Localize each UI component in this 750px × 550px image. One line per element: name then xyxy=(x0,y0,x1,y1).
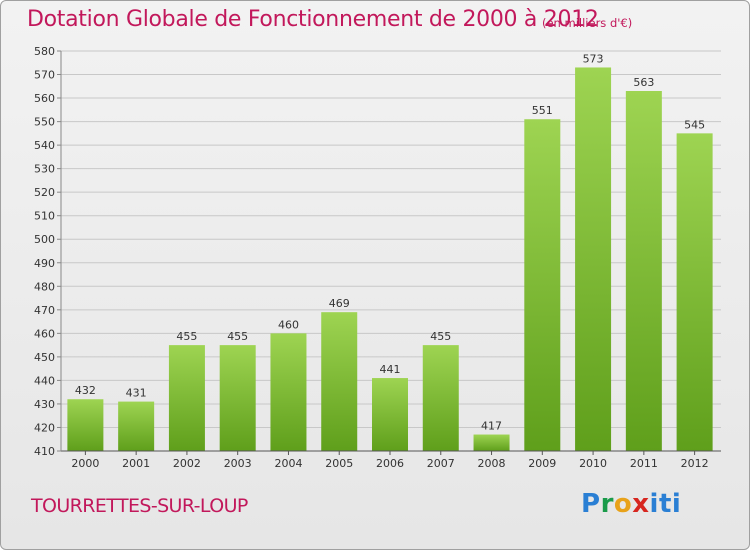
y-tick-label: 500 xyxy=(34,233,55,246)
bar xyxy=(270,333,307,451)
y-tick-label: 550 xyxy=(34,116,55,129)
x-tick-label: 2006 xyxy=(376,457,404,470)
logo-letter: P xyxy=(581,489,601,519)
y-tick-label: 530 xyxy=(34,163,55,176)
bar-value-label: 469 xyxy=(329,297,350,310)
proxiti-logo: Proxiti xyxy=(581,489,681,519)
y-tick-label: 540 xyxy=(34,139,55,152)
bar xyxy=(67,399,104,451)
x-tick-label: 2003 xyxy=(224,457,252,470)
x-tick-label: 2000 xyxy=(71,457,99,470)
bar xyxy=(321,312,358,451)
logo-letter: r xyxy=(600,489,614,519)
y-tick-label: 490 xyxy=(34,257,55,270)
bar-value-label: 432 xyxy=(75,384,96,397)
bar-value-label: 573 xyxy=(583,52,604,65)
bar-value-label: 455 xyxy=(176,330,197,343)
y-tick-label: 560 xyxy=(34,92,55,105)
bar xyxy=(625,91,662,451)
bar-value-label: 417 xyxy=(481,420,502,433)
bar-value-label: 551 xyxy=(532,104,553,117)
x-tick-label: 2009 xyxy=(528,457,556,470)
y-tick-label: 450 xyxy=(34,351,55,364)
logo-letter: i xyxy=(649,489,659,519)
y-tick-label: 470 xyxy=(34,304,55,317)
logo-letter: t xyxy=(658,489,672,519)
logo-letter: o xyxy=(613,489,633,519)
x-tick-label: 2007 xyxy=(427,457,455,470)
x-tick-label: 2011 xyxy=(630,457,658,470)
bar xyxy=(422,345,459,451)
y-axis-ticks: 410 420 430 440 450 460 470 480 490 500 510 520 530 5… xyxy=(34,45,61,458)
bar xyxy=(473,434,510,451)
bar-value-label: 431 xyxy=(126,387,147,400)
bar xyxy=(575,67,612,452)
y-tick-label: 420 xyxy=(34,421,55,434)
bar-value-label: 455 xyxy=(227,330,248,343)
x-tick-label: 2001 xyxy=(122,457,150,470)
logo-letter: i xyxy=(671,489,682,519)
y-tick-label: 480 xyxy=(34,280,55,293)
y-tick-label: 410 xyxy=(34,445,55,458)
x-tick-label: 2005 xyxy=(325,457,353,470)
x-tick-label: 2002 xyxy=(173,457,201,470)
bars: 432 431 455 455 460 469 441 455 417 551 573 563 545 xyxy=(67,52,713,452)
bar-value-label: 545 xyxy=(684,118,705,131)
commune-name: TOURRETTES-SUR-LOUP xyxy=(31,495,248,517)
y-tick-label: 520 xyxy=(34,186,55,199)
bar-value-label: 441 xyxy=(380,363,401,376)
bar xyxy=(118,401,155,451)
y-tick-label: 460 xyxy=(34,327,55,340)
bar xyxy=(524,119,561,451)
x-axis-ticks: 2000 2001 2002 2003 2004 2005 2006 2007 2008 2009… xyxy=(71,451,709,470)
logo-letter: x xyxy=(632,489,650,519)
x-tick-label: 2010 xyxy=(579,457,607,470)
bar-value-label: 455 xyxy=(430,330,451,343)
y-tick-label: 580 xyxy=(34,45,55,58)
bar xyxy=(372,378,408,451)
bar-value-label: 563 xyxy=(633,76,654,89)
y-tick-label: 570 xyxy=(34,69,55,82)
chart-title: Dotation Globale de Fonctionnement de 20… xyxy=(27,7,599,32)
bar xyxy=(219,345,256,451)
y-tick-label: 440 xyxy=(34,374,55,387)
x-tick-label: 2004 xyxy=(274,457,302,470)
y-tick-label: 430 xyxy=(34,398,55,411)
y-tick-label: 510 xyxy=(34,210,55,223)
bar xyxy=(168,345,205,451)
x-tick-label: 2008 xyxy=(478,457,506,470)
bar xyxy=(676,133,713,451)
x-tick-label: 2012 xyxy=(681,457,709,470)
chart-unit: (en milliers d'€) xyxy=(542,16,633,30)
bar-value-label: 460 xyxy=(278,318,299,331)
